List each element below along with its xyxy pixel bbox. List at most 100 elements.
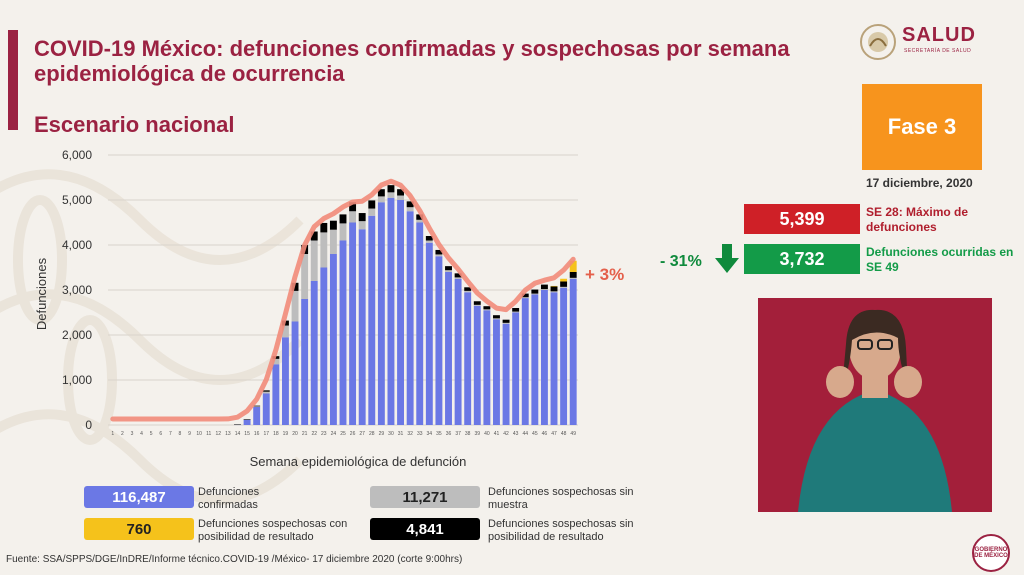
bar-segment — [569, 278, 577, 425]
bar-segment — [425, 240, 433, 243]
x-tick-label: 43 — [513, 431, 519, 437]
x-tick-label: 24 — [331, 431, 337, 437]
bar-segment — [416, 222, 424, 425]
bar-segment — [483, 310, 491, 425]
interpreter-video — [758, 298, 992, 512]
legend-possible-result-label: Defunciones sospechosas con posibilidad … — [198, 518, 348, 543]
bar-segment — [310, 240, 318, 281]
x-tick-label: 30 — [388, 431, 394, 437]
bar-segment — [512, 311, 520, 313]
legend-confirmed-label: Defunciones confirmadas — [198, 486, 260, 511]
chart-grid: 0 1,000 2,000 3,000 4,000 5,000 6,000 — [62, 148, 578, 432]
x-tick-label: 45 — [532, 431, 538, 437]
y-tick-label: 3,000 — [62, 283, 92, 297]
phase-badge: Fase 3 — [862, 84, 982, 170]
bar-segment — [368, 208, 376, 216]
bar-segment — [531, 289, 539, 294]
bar-segment — [272, 358, 280, 365]
bar-segment — [243, 419, 251, 420]
bar-segment — [569, 272, 577, 278]
bar-segment — [512, 308, 520, 312]
source-note: Fuente: SSA/SPPS/DGE/InDRE/Informe técni… — [6, 554, 463, 565]
bar-segment — [253, 407, 261, 425]
max-deaths-value: 5,399 — [744, 204, 860, 234]
bar-segment — [521, 293, 529, 298]
bar-segment — [349, 222, 357, 425]
bar-segment — [406, 211, 414, 425]
chart-annotation: + 3% — [585, 265, 624, 284]
bar-segment — [281, 325, 289, 338]
x-tick-label: 3 — [131, 431, 134, 437]
bar-segment — [531, 294, 539, 425]
legend-no-sample-label: Defunciones sospechosas sin muestra — [488, 486, 634, 511]
bar-segment — [329, 254, 337, 425]
trend-line — [110, 178, 576, 422]
bar-segment — [301, 299, 309, 425]
legend-no-result-label: Defunciones sospechosas sin posibilidad … — [488, 518, 634, 543]
bar-segment — [291, 321, 299, 425]
y-tick-label: 4,000 — [62, 238, 92, 252]
bar-segment — [569, 277, 577, 279]
bar-segment — [377, 202, 385, 425]
x-tick-label: 35 — [436, 431, 442, 437]
x-tick-label: 11 — [206, 431, 211, 437]
bar-segment — [281, 337, 289, 425]
x-tick-label: 40 — [484, 431, 490, 437]
bar-segment — [320, 222, 328, 233]
x-tick-label: 17 — [263, 431, 269, 437]
x-tick-label: 47 — [551, 431, 557, 437]
bar-segment — [521, 298, 529, 425]
page-title: COVID-19 México: defunciones confirmadas… — [34, 36, 790, 86]
interpreter-figure — [798, 309, 952, 512]
y-tick-label: 1,000 — [62, 373, 92, 387]
logo-name: SALUD — [902, 24, 976, 46]
bar-segment — [540, 289, 548, 290]
bar-segment — [262, 390, 270, 392]
bar-segment — [310, 281, 318, 425]
bar-segment — [272, 364, 280, 425]
bar-segment — [425, 242, 433, 425]
percent-change: - 31% — [660, 253, 702, 270]
x-tick-label: 18 — [273, 431, 279, 437]
bar-segment — [493, 319, 500, 425]
bar-segment — [493, 315, 500, 319]
x-tick-label: 21 — [302, 431, 308, 437]
bar-segment — [550, 292, 558, 425]
x-tick-label: 37 — [455, 431, 461, 437]
logo-subtitle: SECRETARÍA DE SALUD — [904, 48, 972, 54]
x-tick-label: 1 — [111, 431, 114, 437]
bar-segment — [234, 424, 241, 425]
bar-segment — [445, 270, 452, 272]
x-tick-label: 13 — [225, 431, 231, 437]
bar-segment — [406, 207, 414, 212]
bar-segment — [435, 256, 443, 425]
bar-segment — [521, 297, 529, 299]
current-deaths-value: 3,732 — [744, 244, 860, 274]
bar-segment — [560, 278, 568, 282]
y-tick-label: 2,000 — [62, 328, 92, 342]
salud-logo: SALUD SECRETARÍA DE SALUD — [858, 22, 990, 66]
x-axis-ticks: 1 2 3 4 5 6 7 8 9 10 11 12 13 14 15 16 17 18 19 20 21 22 23 24 2… — [111, 431, 576, 437]
bar-segment — [358, 213, 366, 222]
bar-segment — [329, 220, 337, 230]
bar-segment — [445, 266, 452, 271]
legend-no-result-value: 4,841 — [370, 518, 480, 540]
x-tick-label: 26 — [350, 431, 356, 437]
bar-segment — [540, 290, 548, 425]
bar-segment — [512, 312, 520, 425]
x-tick-label: 9 — [188, 431, 191, 437]
bar-segment — [416, 214, 424, 220]
bar-segment — [531, 293, 539, 295]
x-tick-label: 20 — [292, 431, 298, 437]
bar-segment — [339, 240, 347, 425]
bar-segment — [425, 236, 433, 241]
x-tick-label: 42 — [503, 431, 509, 437]
x-tick-label: 44 — [522, 431, 528, 437]
bar-segment — [483, 309, 491, 311]
bar-segment — [253, 406, 261, 407]
x-tick-label: 32 — [407, 431, 413, 437]
x-tick-label: 46 — [542, 431, 548, 437]
bar-segment — [454, 273, 462, 278]
x-tick-label: 31 — [398, 431, 404, 437]
bar-segment — [493, 318, 500, 320]
